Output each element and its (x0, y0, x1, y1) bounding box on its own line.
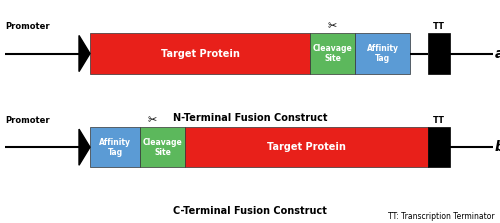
Text: ✂: ✂ (148, 115, 157, 125)
Bar (310, 33, 355, 74)
Bar (90, 33, 310, 74)
Text: Target Protein: Target Protein (267, 142, 345, 152)
Text: Promoter: Promoter (5, 23, 50, 31)
Bar (140, 127, 185, 167)
Text: Affinity
Tag: Affinity Tag (366, 44, 398, 63)
Text: b: b (495, 140, 500, 154)
Text: C-Terminal Fusion Construct: C-Terminal Fusion Construct (173, 206, 327, 216)
Text: a: a (495, 47, 500, 60)
Text: N-Terminal Fusion Construct: N-Terminal Fusion Construct (173, 113, 327, 123)
Text: Target Protein: Target Protein (160, 49, 240, 58)
Text: TT: TT (433, 116, 445, 125)
Text: TT: Transcription Terminator: TT: Transcription Terminator (388, 212, 495, 221)
Bar (90, 127, 140, 167)
Bar (428, 127, 450, 167)
Bar (428, 33, 450, 74)
Text: Affinity
Tag: Affinity Tag (99, 138, 131, 157)
Text: ✂: ✂ (328, 21, 337, 31)
Polygon shape (79, 129, 90, 165)
Text: Cleavage
Site: Cleavage Site (312, 44, 352, 63)
Text: TT: TT (433, 22, 445, 31)
Polygon shape (79, 35, 90, 72)
Bar (355, 33, 410, 74)
Bar (185, 127, 428, 167)
Text: Cleavage
Site: Cleavage Site (142, 138, 182, 157)
Text: Promoter: Promoter (5, 116, 50, 125)
